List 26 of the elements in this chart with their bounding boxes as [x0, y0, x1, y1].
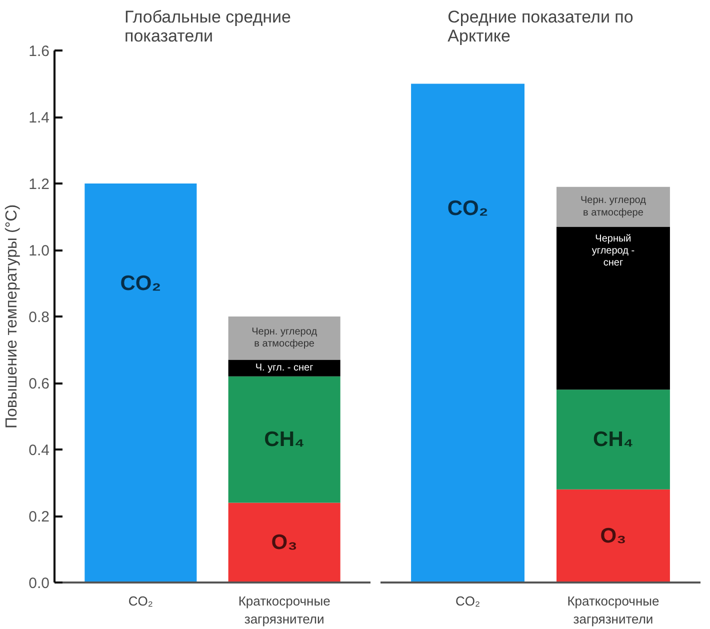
series-label: CH₄	[264, 428, 304, 452]
chart-title: Глобальные средние показатели	[124, 8, 291, 46]
y-tick-label: 0.0	[28, 575, 50, 592]
series-label: O₃	[600, 524, 626, 548]
x-tick-label: Краткосрочные загрязнители	[567, 594, 660, 626]
series-label: Черн. углерод в атмосфере	[252, 326, 318, 350]
y-tick-label: 0.8	[28, 309, 50, 326]
y-tick-label: 0.6	[28, 376, 50, 392]
y-tick-label: 1.0	[28, 242, 50, 260]
y-tick-label: 0.4	[28, 442, 50, 459]
series-label: CH₄	[593, 428, 634, 452]
y-tick-label: 1.4	[28, 110, 50, 126]
series-label: Ч. угл. - снег	[255, 362, 314, 374]
series-label: Черный углерод - снег	[592, 233, 635, 269]
y-axis-title: Повышение температуры (°C)	[4, 204, 21, 429]
x-tick-label: CO₂	[456, 594, 480, 608]
series-label: CO₂	[447, 196, 488, 220]
x-tick-label: Краткосрочные загрязнители	[238, 594, 330, 626]
x-tick-label: CO₂	[128, 594, 153, 608]
series-label: O₃	[271, 531, 298, 554]
series-label: Черн. углерод в атмосфере	[580, 195, 646, 218]
y-tick-label: 1.2	[28, 176, 50, 193]
series-label: CO₂	[120, 272, 162, 295]
y-tick-label: 1.6	[28, 43, 50, 60]
y-tick-label: 0.2	[28, 508, 50, 526]
chart-title: Средние показатели по Арктике	[448, 8, 634, 46]
